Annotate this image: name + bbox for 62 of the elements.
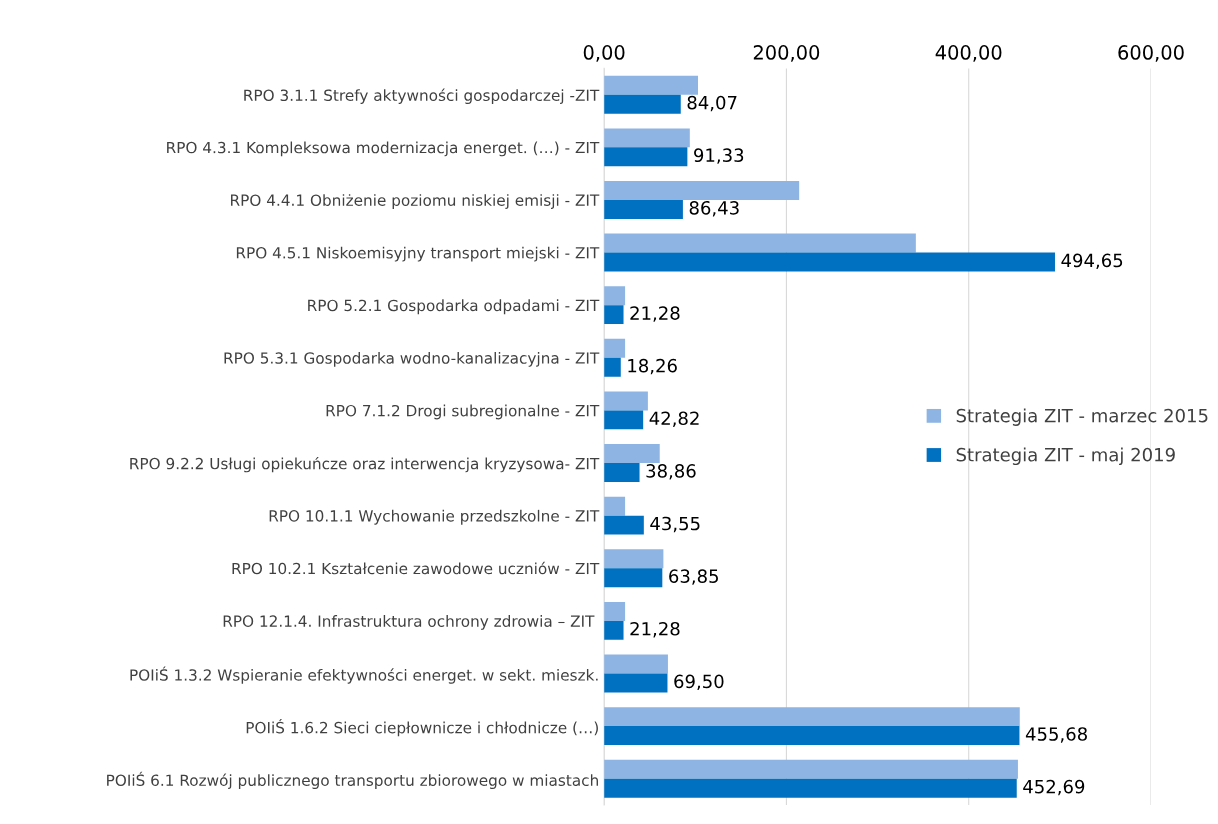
y-tick-label: RPO 7.1.2 Drogi subregionalne - ZIT [326, 404, 600, 420]
data-label: 38,86 [646, 464, 696, 480]
bar [604, 94, 681, 114]
bar [604, 549, 664, 569]
y-tick-label: RPO 10.2.1 Kształcenie zawodowe uczniów - ZIT [232, 561, 600, 575]
bar [604, 391, 648, 411]
bar [604, 496, 626, 516]
data-label: 43,55 [650, 516, 700, 533]
y-tick-label: RPO 5.2.1 Gospodarka odpadami - ZIT [308, 299, 600, 315]
bar [604, 338, 626, 358]
data-label: 63,85 [669, 569, 718, 585]
bar [604, 128, 690, 148]
bar [604, 305, 624, 325]
x-tick-label: 600,00 [1118, 45, 1184, 62]
bar [604, 654, 668, 674]
y-tick-label: RPO 4.4.1 Obniżenie poziomu niskiej emisji - ZIT [231, 194, 600, 209]
bar [604, 181, 800, 200]
y-tick-label: RPO 4.3.1 Kompleksowa modernizacja energet. (…) - ZIT [167, 141, 600, 157]
bar [604, 252, 1055, 272]
bar [604, 444, 660, 464]
bar [604, 778, 1017, 798]
bar [604, 620, 624, 640]
data-label: 18,26 [628, 358, 677, 375]
legend-label: Strategia ZIT - marzec 2015 [956, 408, 1208, 426]
x-tick-label: 0,00 [583, 45, 625, 62]
legend-label: Strategia ZIT - maj 2019 [956, 447, 1175, 466]
y-tick-label: RPO 10.1.1 Wychowanie przedszkolne - ZIT [269, 509, 600, 525]
data-label: 452,69 [1023, 779, 1085, 796]
bar [604, 75, 699, 95]
data-label: 455,68 [1025, 727, 1087, 743]
y-tick-label: POIiŚ 6.1 Rozwój publicznego transportu zbiorowego w miastach [107, 771, 598, 789]
bar [604, 199, 683, 219]
data-label: 86,43 [689, 200, 739, 217]
bar [604, 568, 663, 588]
y-tick-label: POIiŚ 1.6.2 Sieci ciepłownicze i chłodnicze (…) [246, 719, 598, 737]
data-label: 91,33 [694, 148, 744, 164]
y-tick-label: RPO 5.3.1 Gospodarka wodno-kanalizacyjna - ZIT [224, 351, 600, 367]
y-tick-label: RPO 12.1.4. Infrastruktura ochrony zdrowia – ZIT [223, 615, 595, 630]
data-label: 21,28 [630, 621, 680, 638]
x-tick-label: 400,00 [935, 45, 1002, 62]
bar [604, 410, 644, 430]
data-label: 84,07 [687, 95, 737, 112]
y-tick-label: POIiŚ 1.3.2 Wspieranie efektywności energet. w sekt. mieszk. [130, 666, 598, 684]
bar [604, 515, 644, 535]
bar [604, 286, 626, 306]
data-label: 69,50 [674, 674, 724, 691]
data-label: 21,28 [630, 306, 680, 322]
bar [604, 357, 621, 377]
y-tick-label: RPO 9.2.2 Usługi opiekuńcze oraz interwencja kryzysowa- ZIT [130, 456, 600, 473]
data-label: 494,65 [1061, 253, 1123, 270]
bar [604, 601, 626, 621]
bar [604, 726, 1020, 746]
y-tick-label: RPO 4.5.1 Niskoemisyjny transport miejski - ZIT [236, 246, 600, 262]
data-label: 42,82 [649, 411, 699, 427]
bar [604, 233, 916, 253]
bar [604, 147, 688, 167]
bar [604, 463, 640, 482]
bar [604, 707, 1020, 727]
x-tick-label: 200,00 [753, 45, 820, 62]
bar [604, 759, 1018, 779]
bar [604, 673, 668, 693]
y-tick-label: RPO 3.1.1 Strefy aktywności gospodarczej -ZIT [244, 88, 600, 104]
